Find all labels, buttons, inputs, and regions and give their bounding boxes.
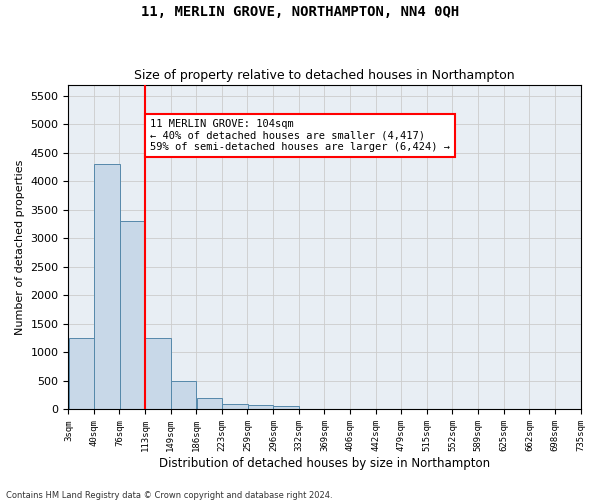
Bar [119,222,145,410]
Text: 11 MERLIN GROVE: 104sqm
← 40% of detached houses are smaller (4,417)
59% of semi: 11 MERLIN GROVE: 104sqm ← 40% of detache… [150,119,450,152]
Bar [145,338,171,409]
Text: Contains HM Land Registry data © Crown copyright and database right 2024.: Contains HM Land Registry data © Crown c… [6,490,332,500]
Bar [170,381,196,410]
Text: 11, MERLIN GROVE, NORTHAMPTON, NN4 0QH: 11, MERLIN GROVE, NORTHAMPTON, NN4 0QH [141,5,459,19]
Bar [94,164,120,410]
Y-axis label: Number of detached properties: Number of detached properties [15,160,25,334]
Bar [197,398,222,409]
Title: Size of property relative to detached houses in Northampton: Size of property relative to detached ho… [134,69,515,82]
Bar [68,338,94,409]
Bar [274,406,299,409]
Bar [248,405,273,409]
X-axis label: Distribution of detached houses by size in Northampton: Distribution of detached houses by size … [159,457,490,470]
Bar [223,404,248,409]
